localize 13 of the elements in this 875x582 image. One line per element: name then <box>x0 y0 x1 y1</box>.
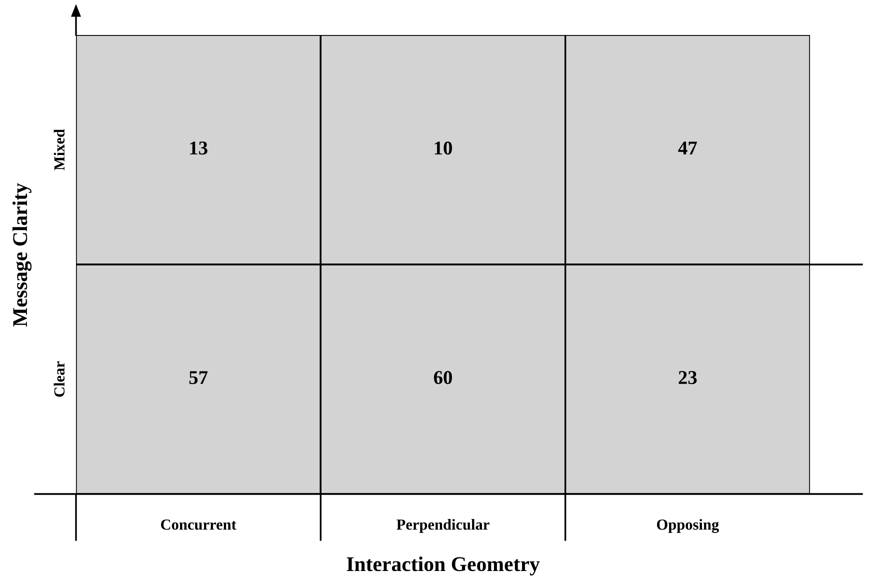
data-label: 13 <box>190 142 208 155</box>
y-tick-label: Clear <box>54 361 65 397</box>
y-axis-title: Message Clarity <box>12 183 32 327</box>
x-tick-label: Concurrent <box>161 519 236 530</box>
data-label: 10 <box>434 141 452 155</box>
data-label: 60 <box>434 370 452 384</box>
x-axis-title: Interaction Geometry <box>346 556 540 576</box>
x-tick-label: Opposing <box>656 519 719 533</box>
x-tick-label: Perpendicular <box>396 519 490 533</box>
y-tick-label: Mixed <box>54 129 65 170</box>
data-label: 23 <box>678 371 697 384</box>
data-label: 57 <box>189 371 208 384</box>
data-label: 47 <box>678 142 697 154</box>
